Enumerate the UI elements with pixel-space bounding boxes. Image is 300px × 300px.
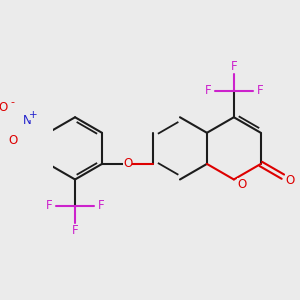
Text: F: F xyxy=(98,200,104,212)
Text: -: - xyxy=(11,97,14,107)
Text: O: O xyxy=(9,134,18,147)
Text: F: F xyxy=(230,60,237,73)
Text: F: F xyxy=(205,84,211,97)
Text: +: + xyxy=(29,110,38,121)
Text: F: F xyxy=(46,200,52,212)
Text: F: F xyxy=(256,84,263,97)
Text: N: N xyxy=(22,114,31,127)
Text: O: O xyxy=(237,178,247,191)
Text: O: O xyxy=(285,174,295,187)
Text: O: O xyxy=(0,100,8,114)
Text: F: F xyxy=(72,224,78,237)
Text: O: O xyxy=(123,158,132,170)
